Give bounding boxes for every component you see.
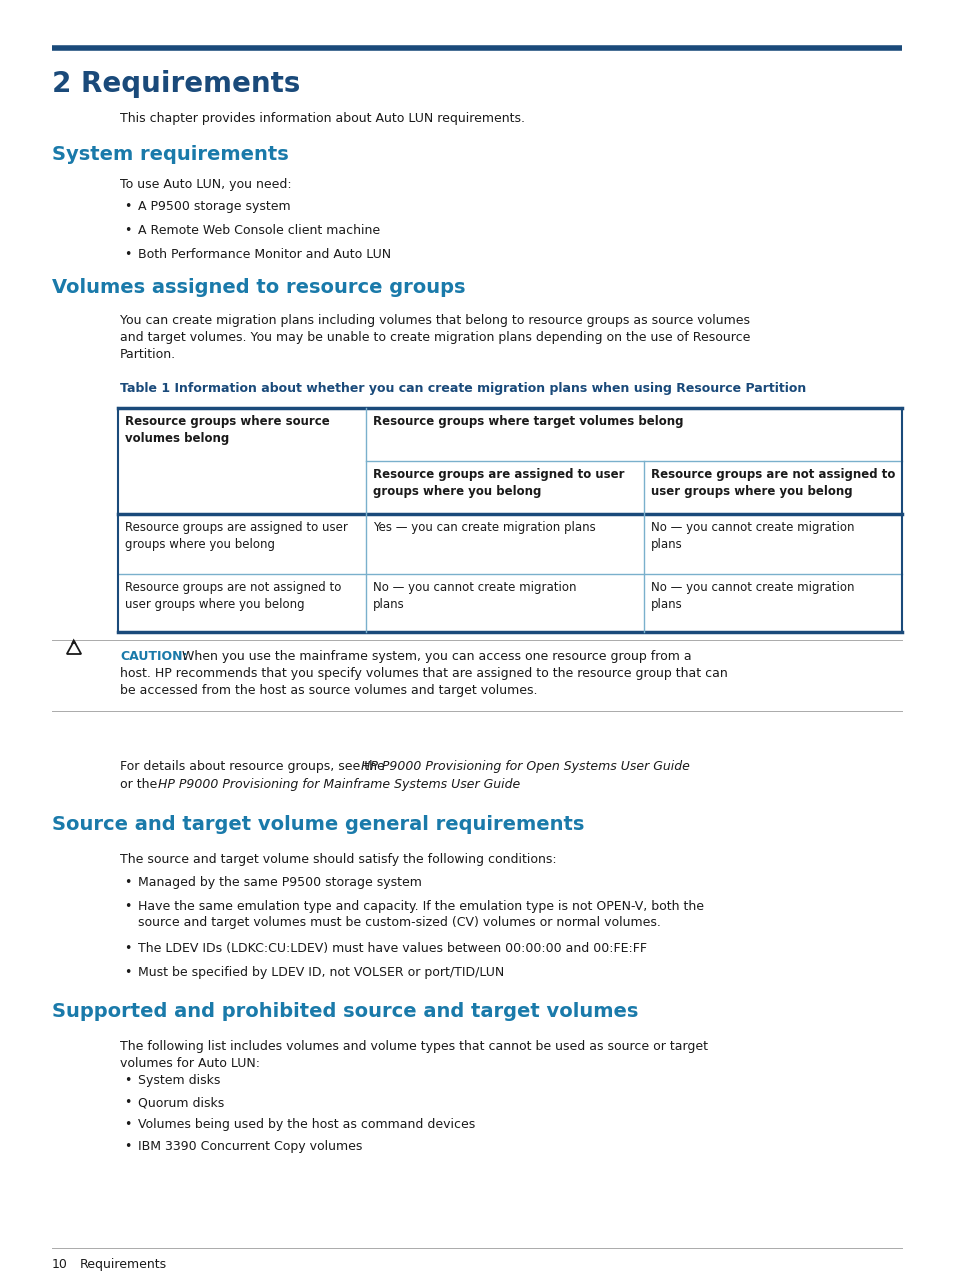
Text: No — you cannot create migration
plans: No — you cannot create migration plans bbox=[650, 521, 854, 552]
Text: •: • bbox=[124, 876, 132, 888]
Text: or the: or the bbox=[120, 778, 161, 791]
Text: This chapter provides information about Auto LUN requirements.: This chapter provides information about … bbox=[120, 112, 524, 125]
Text: When you use the mainframe system, you can access one resource group from a: When you use the mainframe system, you c… bbox=[182, 649, 691, 663]
Text: source and target volumes must be custom-sized (CV) volumes or normal volumes.: source and target volumes must be custom… bbox=[138, 916, 660, 929]
Text: •: • bbox=[124, 942, 132, 955]
Text: Volumes assigned to resource groups: Volumes assigned to resource groups bbox=[52, 278, 465, 297]
Text: You can create migration plans including volumes that belong to resource groups : You can create migration plans including… bbox=[120, 314, 749, 327]
Text: •: • bbox=[124, 248, 132, 261]
Text: be accessed from the host as source volumes and target volumes.: be accessed from the host as source volu… bbox=[120, 684, 537, 697]
Text: A P9500 storage system: A P9500 storage system bbox=[138, 200, 291, 214]
Text: Have the same emulation type and capacity. If the emulation type is not OPEN-V, : Have the same emulation type and capacit… bbox=[138, 900, 703, 913]
Text: •: • bbox=[124, 966, 132, 979]
Text: Resource groups are assigned to user
groups where you belong: Resource groups are assigned to user gro… bbox=[125, 521, 348, 552]
Text: HP P9000 Provisioning for Mainframe Systems User Guide: HP P9000 Provisioning for Mainframe Syst… bbox=[158, 778, 519, 791]
Text: host. HP recommends that you specify volumes that are assigned to the resource g: host. HP recommends that you specify vol… bbox=[120, 667, 727, 680]
Text: Yes — you can create migration plans: Yes — you can create migration plans bbox=[373, 521, 595, 534]
Text: ▲: ▲ bbox=[71, 638, 76, 644]
Text: Table 1 Information about whether you can create migration plans when using Reso: Table 1 Information about whether you ca… bbox=[120, 383, 805, 395]
Text: The following list includes volumes and volume types that cannot be used as sour: The following list includes volumes and … bbox=[120, 1040, 707, 1052]
Text: Must be specified by LDEV ID, not VOLSER or port/TID/LUN: Must be specified by LDEV ID, not VOLSER… bbox=[138, 966, 504, 979]
Text: •: • bbox=[124, 200, 132, 214]
Text: 2 Requirements: 2 Requirements bbox=[52, 70, 300, 98]
Text: The LDEV IDs (LDKC:CU:LDEV) must have values between 00:00:00 and 00:FE:FF: The LDEV IDs (LDKC:CU:LDEV) must have va… bbox=[138, 942, 646, 955]
Text: Volumes being used by the host as command devices: Volumes being used by the host as comman… bbox=[138, 1118, 475, 1131]
Text: Resource groups are assigned to user
groups where you belong: Resource groups are assigned to user gro… bbox=[373, 468, 624, 498]
Text: •: • bbox=[124, 900, 132, 913]
Text: •: • bbox=[124, 1118, 132, 1131]
Text: No — you cannot create migration
plans: No — you cannot create migration plans bbox=[650, 581, 854, 611]
Text: Requirements: Requirements bbox=[80, 1258, 167, 1271]
Bar bbox=[118, 408, 901, 632]
Text: Resource groups where source
volumes belong: Resource groups where source volumes bel… bbox=[125, 416, 330, 445]
Text: Managed by the same P9500 storage system: Managed by the same P9500 storage system bbox=[138, 876, 421, 888]
Text: Resource groups are not assigned to
user groups where you belong: Resource groups are not assigned to user… bbox=[125, 581, 341, 611]
Text: volumes for Auto LUN:: volumes for Auto LUN: bbox=[120, 1057, 260, 1070]
Text: A Remote Web Console client machine: A Remote Web Console client machine bbox=[138, 224, 379, 236]
Text: System disks: System disks bbox=[138, 1074, 220, 1087]
Text: .: . bbox=[465, 778, 470, 791]
Text: No — you cannot create migration
plans: No — you cannot create migration plans bbox=[373, 581, 576, 611]
Text: To use Auto LUN, you need:: To use Auto LUN, you need: bbox=[120, 178, 292, 191]
Text: IBM 3390 Concurrent Copy volumes: IBM 3390 Concurrent Copy volumes bbox=[138, 1140, 362, 1153]
Text: Resource groups are not assigned to
user groups where you belong: Resource groups are not assigned to user… bbox=[650, 468, 895, 498]
Text: and target volumes. You may be unable to create migration plans depending on the: and target volumes. You may be unable to… bbox=[120, 330, 750, 344]
Text: For details about resource groups, see the: For details about resource groups, see t… bbox=[120, 760, 388, 773]
Text: Quorum disks: Quorum disks bbox=[138, 1096, 224, 1110]
Text: CAUTION:: CAUTION: bbox=[120, 649, 188, 663]
Text: •: • bbox=[124, 1074, 132, 1087]
Text: The source and target volume should satisfy the following conditions:: The source and target volume should sati… bbox=[120, 853, 556, 866]
Text: Both Performance Monitor and Auto LUN: Both Performance Monitor and Auto LUN bbox=[138, 248, 391, 261]
Text: Source and target volume general requirements: Source and target volume general require… bbox=[52, 815, 584, 834]
Text: •: • bbox=[124, 1140, 132, 1153]
Text: System requirements: System requirements bbox=[52, 145, 289, 164]
Text: •: • bbox=[124, 224, 132, 236]
Text: Resource groups where target volumes belong: Resource groups where target volumes bel… bbox=[373, 416, 682, 428]
Text: HP P9000 Provisioning for Open Systems User Guide: HP P9000 Provisioning for Open Systems U… bbox=[360, 760, 689, 773]
Text: Partition.: Partition. bbox=[120, 348, 176, 361]
Text: •: • bbox=[124, 1096, 132, 1110]
Text: Supported and prohibited source and target volumes: Supported and prohibited source and targ… bbox=[52, 1002, 638, 1021]
Text: 10: 10 bbox=[52, 1258, 68, 1271]
